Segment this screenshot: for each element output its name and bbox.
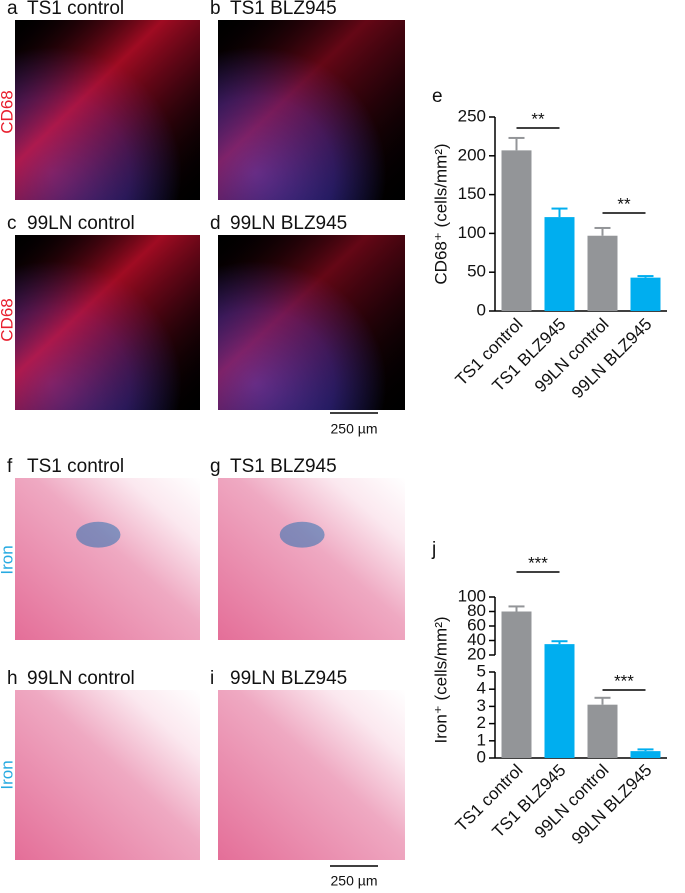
y-tick-label: 20 [467,644,486,663]
y-tick-label: 80 [467,601,486,620]
histology-image [15,690,200,860]
significance-label: ** [531,109,545,128]
stain-label: Iron [0,760,16,789]
panel-title: TS1 control [27,0,124,19]
y-tick-label: 3 [477,696,486,715]
y-tick-label: 4 [477,679,486,698]
iron-stain [279,521,325,548]
cd68-stain [218,20,405,200]
panel-letter: g [210,456,221,477]
bar [630,277,661,311]
y-axis-label: Iron⁺ (cells/mm²) [431,616,450,743]
panel-title: 99LN control [27,668,135,689]
panel-title: TS1 BLZ945 [230,0,337,19]
panel-title: 99LN BLZ945 [230,668,347,689]
stain-label: CD68 [0,298,16,341]
panel-title: TS1 BLZ945 [230,456,337,477]
stain-label: Iron [0,545,16,574]
panel-letter: j [431,539,436,560]
histology-image [218,478,405,640]
panel-letter: f [7,456,13,477]
y-tick-label: 150 [458,184,486,203]
histology-image [218,690,405,860]
panel-title: 99LN BLZ945 [230,213,347,234]
panel-letter: d [210,213,221,234]
stain-label: CD68 [0,90,16,133]
bar [630,751,661,758]
y-tick-label: 0 [477,747,486,766]
y-tick-label: 250 [458,106,486,125]
bar [501,611,532,758]
bar [544,644,575,758]
y-tick-label: 1 [477,730,486,749]
significance-label: *** [614,671,634,690]
y-tick-label: 200 [458,145,486,164]
y-tick-label: 0 [477,300,486,319]
panel-title: 99LN control [27,213,135,234]
cd68-stain [15,20,200,200]
y-tick-label: 40 [467,630,486,649]
y-tick-label: 2 [477,713,486,732]
bar [587,704,618,758]
panel-letter: b [210,0,221,19]
significance-label: *** [528,553,548,572]
panel-letter: h [7,668,18,689]
panel-letter: e [432,86,443,107]
y-axis-label: CD68⁺ (cells/mm²) [431,143,450,284]
y-tick-label: 100 [458,223,486,242]
panel-letter: c [7,213,17,234]
bar [501,150,532,311]
panel-letter: i [210,668,214,689]
scale-bar-label: 250 µm [331,421,378,437]
y-tick-label: 50 [467,262,486,281]
y-tick-label: 60 [467,615,486,634]
panel-title: TS1 control [27,456,124,477]
scale-bar-label: 250 µm [331,873,378,889]
panel-letter: a [7,0,18,19]
iron-stain [76,521,121,548]
bar [544,217,575,311]
cd68-stain [15,235,200,410]
y-tick-label: 5 [477,661,486,680]
significance-label: ** [617,194,631,213]
histology-image [15,478,200,640]
y-tick-label: 100 [458,586,486,605]
cd68-stain [218,235,405,410]
bar [587,235,618,311]
